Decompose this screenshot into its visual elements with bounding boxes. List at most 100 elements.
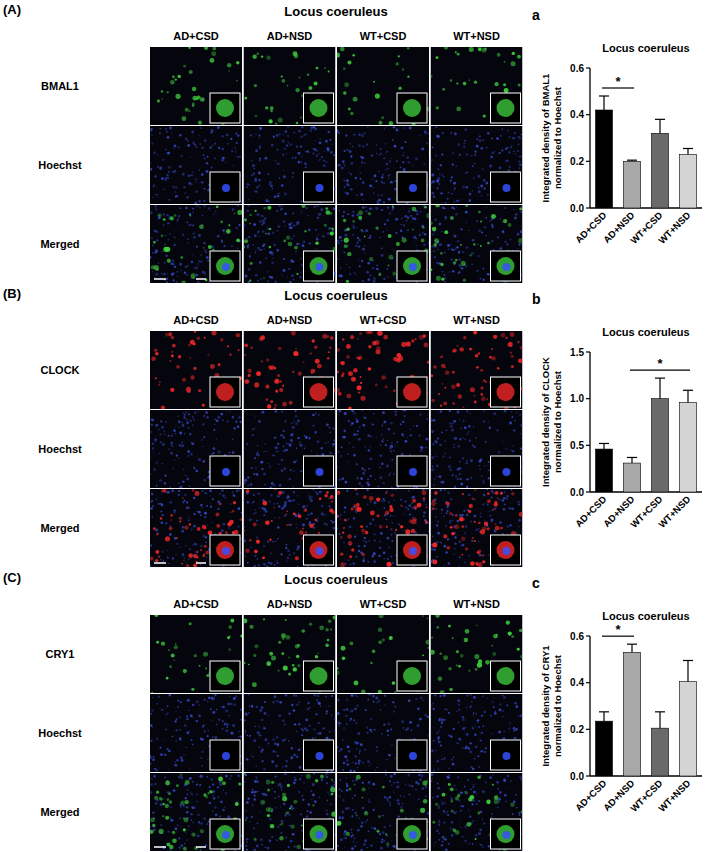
stain-spot: [185, 108, 189, 112]
stain-spot: [375, 349, 380, 354]
nucleus: [519, 155, 522, 158]
nucleus: [273, 455, 275, 457]
nucleus: [355, 177, 357, 179]
stain-spot: [229, 353, 231, 355]
nucleus: [259, 185, 261, 187]
nucleus: [386, 268, 388, 270]
nucleus: [178, 215, 180, 217]
stain-spot: [287, 85, 289, 87]
nucleus: [209, 146, 212, 149]
nucleus: [161, 251, 162, 252]
nucleus: [196, 205, 198, 207]
nucleus: [474, 163, 476, 165]
nucleus: [202, 423, 204, 425]
nucleus: [481, 232, 483, 234]
nucleus: [394, 188, 397, 191]
nucleus: [194, 144, 196, 146]
nucleus: [189, 486, 190, 487]
nucleus: [373, 277, 376, 280]
stain-spot: [353, 368, 357, 372]
nucleus: [481, 195, 483, 197]
nucleus: [257, 247, 259, 249]
stain-spot: [511, 61, 516, 66]
nucleus: [221, 159, 223, 161]
nucleus: [402, 161, 404, 163]
micrograph: [431, 205, 523, 283]
nucleus: [483, 179, 486, 182]
nucleus: [316, 205, 318, 207]
stain-spot: [508, 342, 513, 347]
stain-spot: [311, 372, 313, 374]
stain-spot: [480, 221, 482, 223]
nucleus: [507, 130, 509, 132]
nucleus: [440, 192, 442, 194]
inset: [304, 93, 334, 123]
nucleus: [259, 136, 260, 137]
nucleus: [193, 233, 195, 235]
nucleus: [389, 212, 392, 215]
nucleus: [250, 134, 252, 136]
nucleus: [451, 176, 453, 178]
stain-spot: [476, 366, 479, 369]
nucleus: [445, 219, 446, 220]
stain-spot: [350, 112, 353, 115]
stain-spot: [433, 365, 437, 369]
nucleus: [283, 175, 286, 178]
nucleus: [235, 420, 237, 422]
stain-spot: [444, 230, 448, 234]
nucleus: [472, 165, 474, 167]
stain-spot: [457, 53, 460, 56]
stain-spot: [236, 80, 238, 82]
stain-spot: [234, 213, 236, 215]
stain-spot: [463, 406, 465, 408]
nucleus: [214, 158, 216, 160]
stain-spot: [347, 60, 351, 64]
nucleus: [342, 126, 344, 127]
nucleus: [378, 171, 380, 173]
nucleus: [346, 264, 347, 265]
nucleus: [292, 172, 294, 174]
nucleus: [279, 133, 281, 135]
stain-spot: [360, 396, 365, 401]
nucleus: [222, 419, 224, 421]
nucleus: [346, 149, 349, 152]
nucleus: [387, 168, 389, 170]
nucleus: [381, 209, 383, 211]
nucleus: [315, 248, 316, 249]
nucleus: [498, 166, 501, 169]
nucleus: [204, 139, 206, 141]
nucleus: [389, 199, 390, 200]
nucleus: [353, 134, 355, 136]
nucleus: [186, 419, 188, 421]
stain-spot: [343, 91, 347, 95]
nucleus: [178, 482, 180, 484]
stain-spot: [270, 365, 275, 370]
nucleus: [478, 190, 481, 193]
nucleus: [334, 453, 335, 454]
nucleus: [175, 433, 176, 434]
nucleus: [155, 424, 158, 427]
nucleus: [165, 128, 167, 130]
nucleus: [258, 172, 261, 175]
nucleus: [179, 207, 181, 209]
nucleus: [333, 207, 335, 209]
nucleus: [191, 174, 193, 176]
nucleus: [210, 129, 212, 131]
nucleus: [495, 151, 496, 152]
nucleus: [271, 261, 274, 264]
nucleus: [277, 195, 280, 198]
nucleus: [508, 136, 510, 138]
canvas: (A)Locus coeruleusAD+CSDAD+NSDWT+CSDWT+N…: [0, 0, 709, 852]
stain-spot: [213, 47, 217, 50]
stain-spot: [282, 385, 284, 387]
nucleus: [452, 249, 454, 251]
nucleus: [272, 188, 273, 189]
nucleus: [255, 149, 258, 152]
nucleus: [273, 135, 276, 138]
nucleus: [185, 411, 187, 413]
stain-spot: [494, 82, 498, 86]
panel-label: (B): [3, 286, 21, 301]
inset-cell: [403, 99, 421, 117]
nucleus: [254, 234, 257, 237]
nucleus: [166, 214, 168, 216]
